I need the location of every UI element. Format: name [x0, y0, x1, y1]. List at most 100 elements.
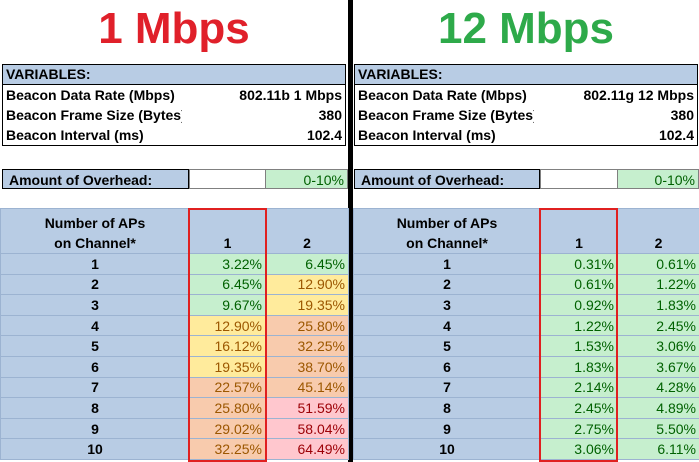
- variable-value[interactable]: 102.4: [658, 127, 694, 143]
- overhead-percent-cell[interactable]: 38.70%: [265, 355, 349, 378]
- table-row: 2 0.61% 1.22%: [353, 273, 699, 296]
- right-overhead-table: Number of APs on Channel* 1 2 1 0.31% 0.61…: [353, 208, 699, 460]
- aps-count-cell[interactable]: 4: [0, 314, 190, 337]
- overhead-percent-cell[interactable]: 1.83%: [617, 294, 699, 316]
- table-row: 6 19.35% 38.70%: [0, 355, 349, 378]
- right-overhead-blank-cell[interactable]: [540, 169, 617, 189]
- overhead-percent-cell[interactable]: 1.22%: [617, 273, 699, 296]
- left-overhead-table: Number of APs on Channel* 1 2 1 3.22% 6.45…: [0, 208, 349, 460]
- variable-value[interactable]: 802.11g 12 Mbps: [583, 87, 694, 103]
- overhead-percent-cell[interactable]: 3.22%: [189, 253, 266, 275]
- overhead-percent-cell[interactable]: 3.06%: [540, 438, 618, 460]
- overhead-percent-cell[interactable]: 32.25%: [189, 438, 266, 460]
- overhead-percent-cell[interactable]: 64.49%: [265, 438, 349, 460]
- overhead-percent-cell[interactable]: 4.28%: [617, 376, 699, 399]
- overhead-percent-cell[interactable]: 19.35%: [189, 355, 266, 378]
- overhead-percent-cell[interactable]: 3.67%: [617, 355, 699, 378]
- aps-count-cell[interactable]: 4: [353, 314, 541, 337]
- overhead-percent-cell[interactable]: 1.53%: [540, 335, 618, 357]
- column-header: 1: [189, 208, 266, 254]
- overhead-percent-cell[interactable]: 58.04%: [265, 417, 349, 440]
- overhead-percent-cell[interactable]: 6.45%: [189, 273, 266, 296]
- aps-count-cell[interactable]: 1: [0, 253, 190, 275]
- header-line: Number of APs: [44, 215, 146, 231]
- aps-count-cell[interactable]: 7: [0, 376, 190, 399]
- variable-row: Beacon Interval (ms) 102.4: [3, 125, 345, 145]
- table-header-row: Number of APs on Channel* 1 2: [353, 208, 699, 254]
- variable-value[interactable]: 380: [670, 107, 694, 123]
- header-line: on Channel*: [406, 235, 488, 251]
- overhead-percent-cell[interactable]: 6.45%: [265, 253, 349, 275]
- table-row: 8 2.45% 4.89%: [353, 397, 699, 419]
- overhead-percent-cell[interactable]: 1.22%: [540, 314, 618, 337]
- variable-label: Beacon Interval (ms): [6, 127, 144, 143]
- panel-divider: [348, 0, 353, 462]
- variable-value[interactable]: 102.4: [306, 127, 342, 143]
- variable-row: Beacon Data Rate (Mbps) 802.11g 12 Mbps: [355, 85, 697, 105]
- aps-count-cell[interactable]: 6: [0, 355, 190, 378]
- variables-header: VARIABLES:: [3, 65, 345, 85]
- right-overhead-legend: 0-10%: [617, 169, 699, 189]
- overhead-percent-cell[interactable]: 19.35%: [265, 294, 349, 316]
- overhead-percent-cell[interactable]: 29.02%: [189, 417, 266, 440]
- aps-count-cell[interactable]: 8: [0, 397, 190, 419]
- overhead-percent-cell[interactable]: 25.80%: [189, 397, 266, 419]
- overhead-percent-cell[interactable]: 1.83%: [540, 355, 618, 378]
- overhead-percent-cell[interactable]: 2.45%: [540, 397, 618, 419]
- aps-count-cell[interactable]: 7: [353, 376, 541, 399]
- overhead-percent-cell[interactable]: 12.90%: [189, 314, 266, 337]
- overhead-percent-cell[interactable]: 51.59%: [265, 397, 349, 419]
- overhead-percent-cell[interactable]: 0.61%: [540, 273, 618, 296]
- aps-count-cell[interactable]: 10: [353, 438, 541, 460]
- overhead-percent-cell[interactable]: 0.61%: [617, 253, 699, 275]
- table-row: 3 9.67% 19.35%: [0, 294, 349, 316]
- aps-count-cell[interactable]: 3: [0, 294, 190, 316]
- left-overhead-blank-cell[interactable]: [189, 169, 265, 189]
- overhead-percent-cell[interactable]: 6.11%: [617, 438, 699, 460]
- overhead-percent-cell[interactable]: 16.12%: [189, 335, 266, 357]
- variable-value[interactable]: 380: [318, 107, 342, 123]
- aps-count-cell[interactable]: 5: [353, 335, 541, 357]
- aps-count-cell[interactable]: 2: [0, 273, 190, 296]
- aps-count-cell[interactable]: 5: [0, 335, 190, 357]
- table-row: 1 3.22% 6.45%: [0, 253, 349, 275]
- variable-row: Beacon Frame Size (Bytes) 380: [3, 105, 345, 125]
- right-variables-box: VARIABLES: Beacon Data Rate (Mbps) 802.1…: [354, 64, 698, 146]
- aps-count-cell[interactable]: 2: [353, 273, 541, 296]
- variable-label: Beacon Data Rate (Mbps): [358, 87, 527, 103]
- overhead-percent-cell[interactable]: 2.45%: [617, 314, 699, 337]
- overhead-percent-cell[interactable]: 22.57%: [189, 376, 266, 399]
- table-row: 8 25.80% 51.59%: [0, 397, 349, 419]
- variables-header: VARIABLES:: [355, 65, 697, 85]
- overhead-percent-cell[interactable]: 0.92%: [540, 294, 618, 316]
- overhead-percent-cell[interactable]: 25.80%: [265, 314, 349, 337]
- variable-row: Beacon Frame Size (Bytes) 380: [355, 105, 697, 125]
- right-overhead-label: Amount of Overhead:: [354, 169, 540, 189]
- overhead-percent-cell[interactable]: 9.67%: [189, 294, 266, 316]
- left-overhead-legend: 0-10%: [265, 169, 348, 189]
- overhead-percent-cell[interactable]: 2.75%: [540, 417, 618, 440]
- variable-label: Beacon Data Rate (Mbps): [6, 87, 175, 103]
- overhead-percent-cell[interactable]: 12.90%: [265, 273, 349, 296]
- aps-count-cell[interactable]: 1: [353, 253, 541, 275]
- table-row: 9 2.75% 5.50%: [353, 417, 699, 440]
- overhead-percent-cell[interactable]: 3.06%: [617, 335, 699, 357]
- variable-label: Beacon Frame Size (Bytes): [358, 107, 534, 123]
- table-row: 5 1.53% 3.06%: [353, 335, 699, 357]
- aps-count-cell[interactable]: 3: [353, 294, 541, 316]
- aps-count-cell[interactable]: 6: [353, 355, 541, 378]
- left-variables-box: VARIABLES: Beacon Data Rate (Mbps) 802.1…: [2, 64, 346, 146]
- aps-count-cell[interactable]: 10: [0, 438, 190, 460]
- variable-value[interactable]: 802.11b 1 Mbps: [239, 87, 342, 103]
- aps-count-cell[interactable]: 9: [0, 417, 190, 440]
- overhead-percent-cell[interactable]: 45.14%: [265, 376, 349, 399]
- table-row: 2 6.45% 12.90%: [0, 273, 349, 296]
- overhead-percent-cell[interactable]: 5.50%: [617, 417, 699, 440]
- overhead-percent-cell[interactable]: 0.31%: [540, 253, 618, 275]
- aps-count-cell[interactable]: 9: [353, 417, 541, 440]
- overhead-percent-cell[interactable]: 4.89%: [617, 397, 699, 419]
- aps-count-cell[interactable]: 8: [353, 397, 541, 419]
- overhead-percent-cell[interactable]: 2.14%: [540, 376, 618, 399]
- overhead-percent-cell[interactable]: 32.25%: [265, 335, 349, 357]
- table-row: 7 2.14% 4.28%: [353, 376, 699, 399]
